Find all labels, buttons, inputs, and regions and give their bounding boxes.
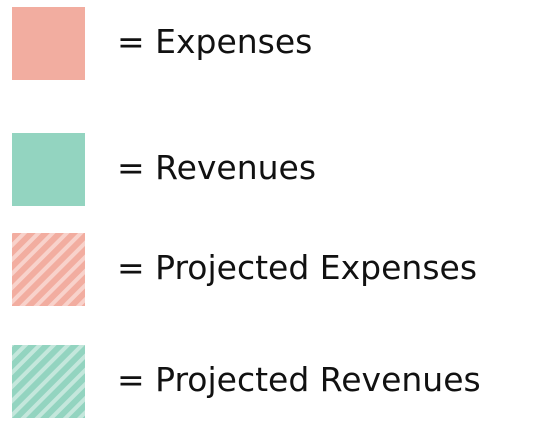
legend-label: = Projected Expenses [117,248,477,287]
legend-swatch [12,133,85,206]
legend-label: = Expenses [117,22,312,61]
legend-swatch [12,7,85,80]
swatch-stripes [12,233,85,306]
legend-label: = Projected Revenues [117,360,481,399]
legend-label: = Revenues [117,148,316,187]
swatch-stripes [12,345,85,418]
